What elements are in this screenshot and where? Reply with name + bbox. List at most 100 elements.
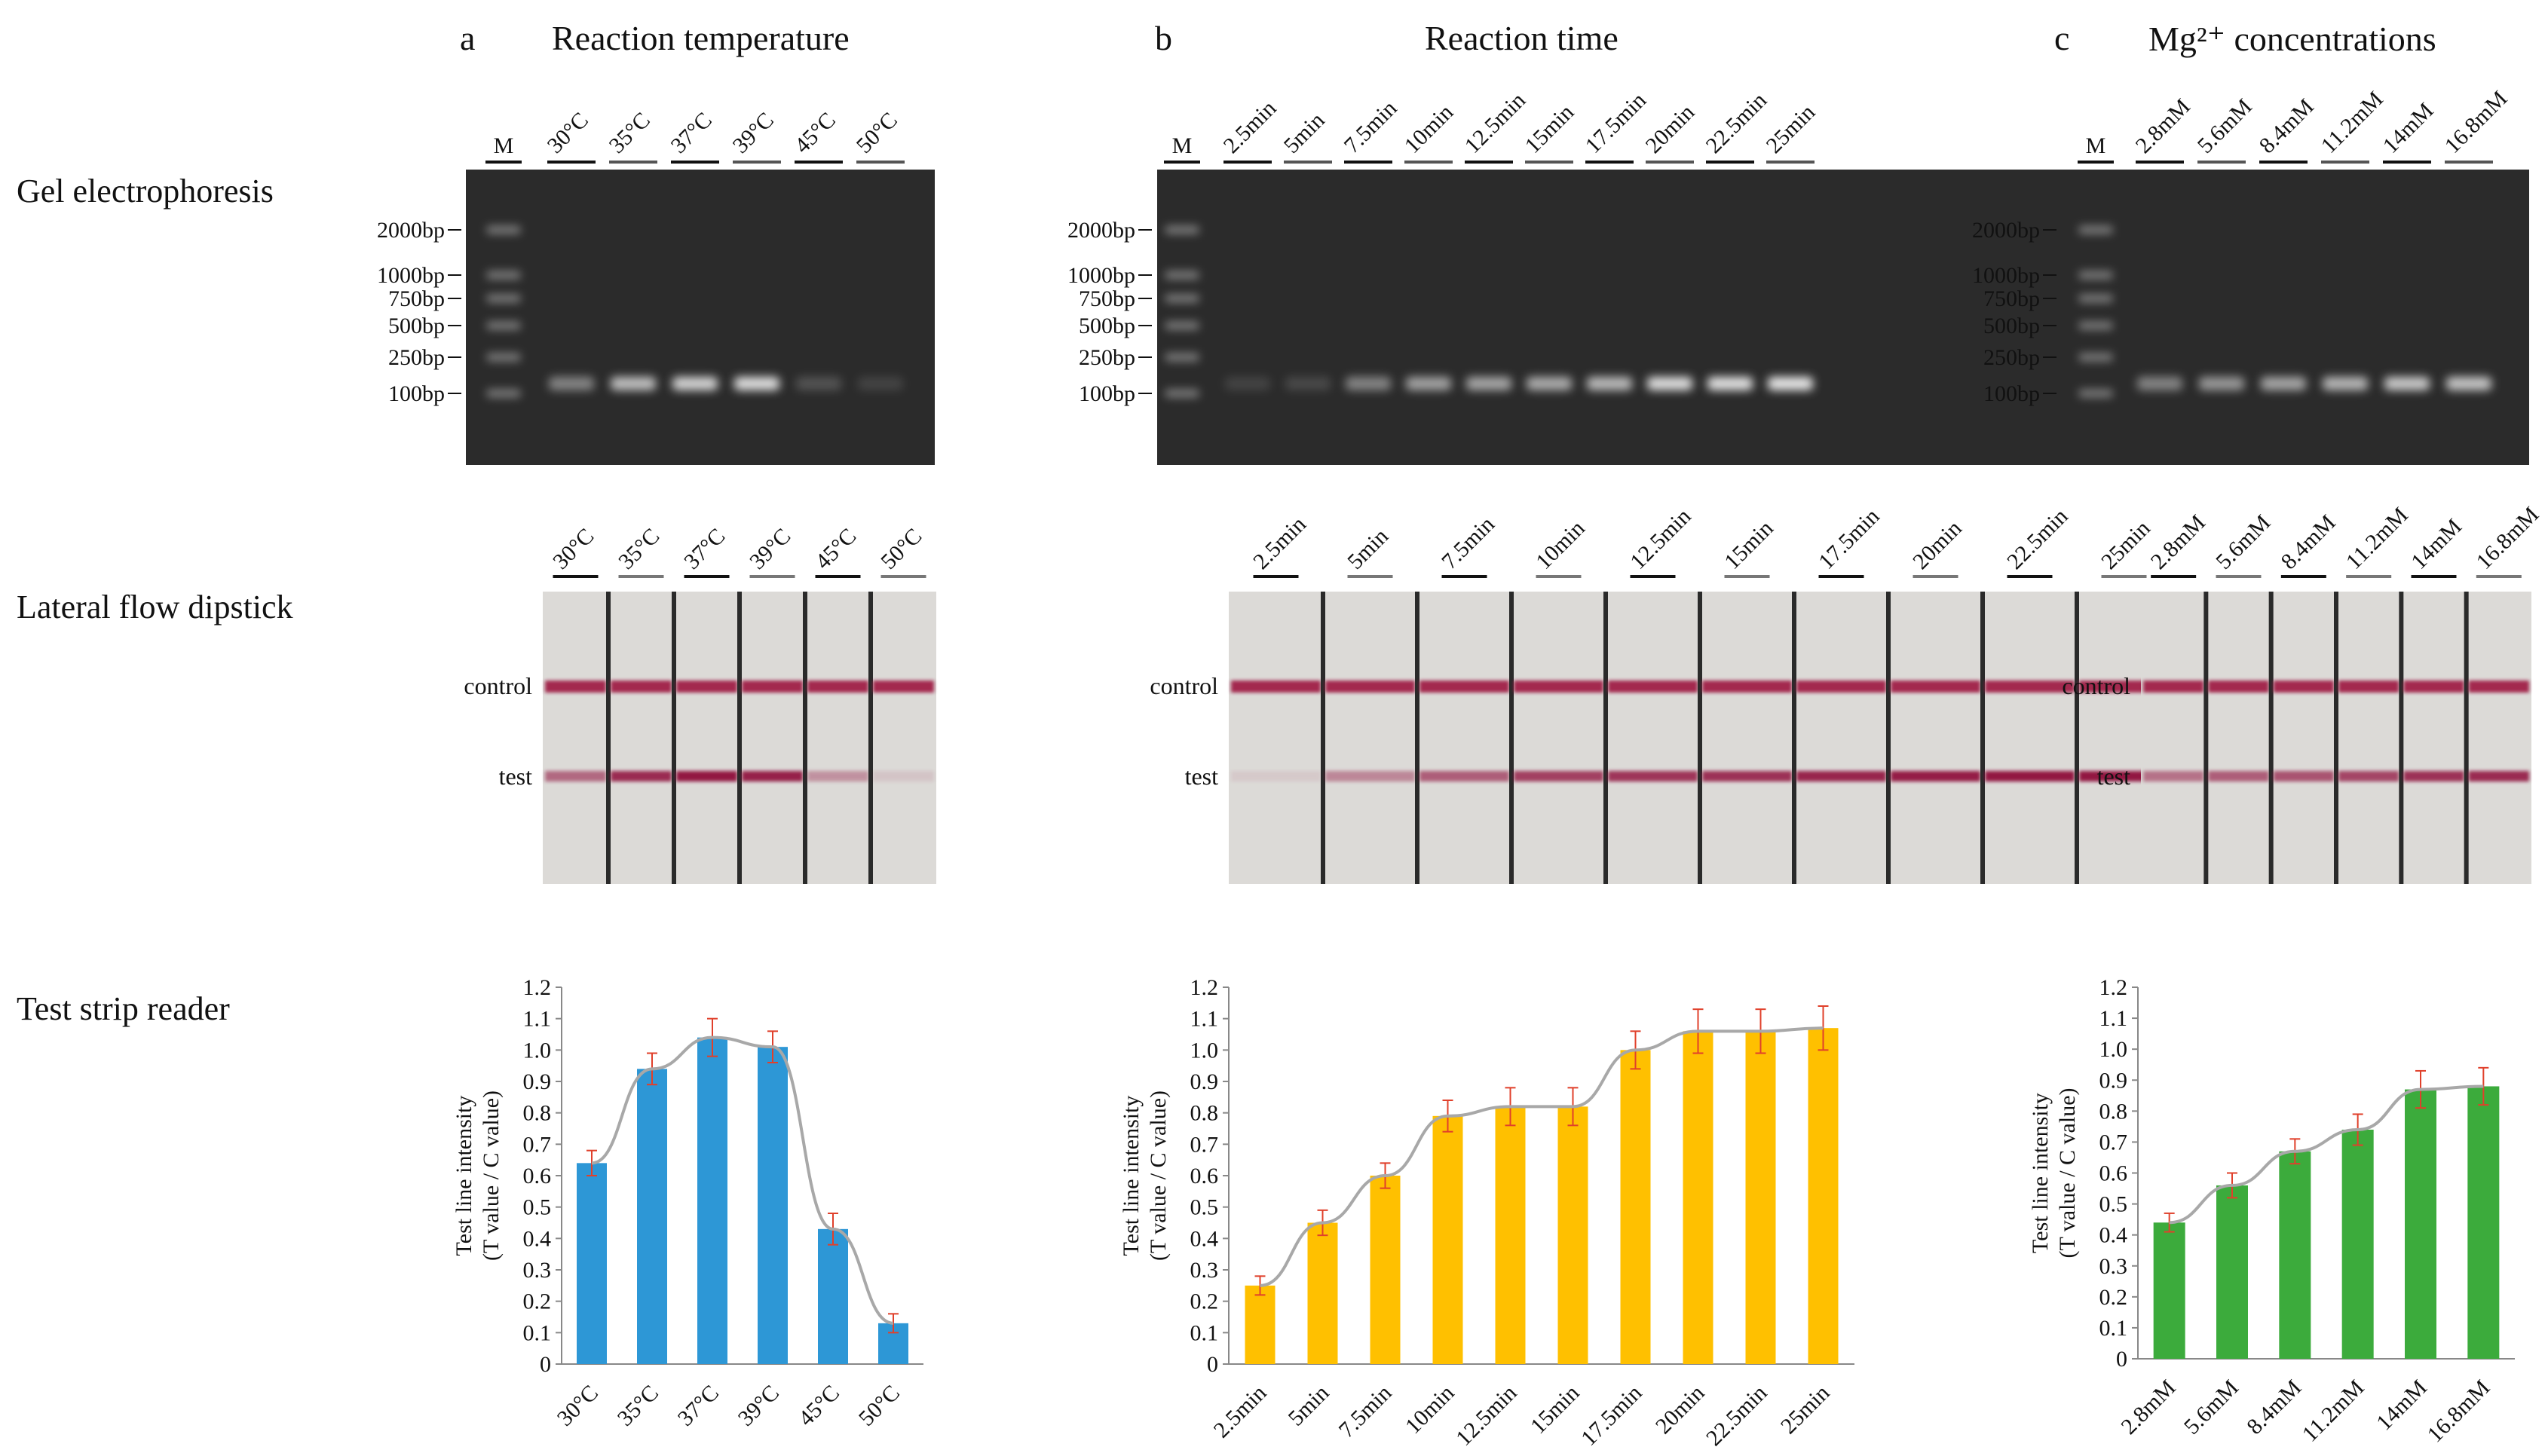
y-axis-label: Test line intensity bbox=[452, 1096, 476, 1256]
y-tick-label: 1.2 bbox=[523, 975, 552, 1000]
lane-underline bbox=[1344, 161, 1392, 164]
x-tick-label: 30°C bbox=[553, 1381, 603, 1431]
lfd-test-line bbox=[1985, 771, 2075, 782]
gel-image bbox=[466, 170, 935, 465]
gel-band bbox=[1225, 377, 1270, 390]
lfd-control-line bbox=[1796, 681, 1886, 693]
y-tick-label: 1.2 bbox=[2099, 975, 2128, 1000]
y-tick-label: 0.6 bbox=[523, 1164, 552, 1188]
lfd-lane-label: 2.8mM bbox=[2146, 510, 2210, 574]
y-tick-label: 0 bbox=[2116, 1347, 2127, 1372]
y-tick-label: 0.4 bbox=[2099, 1223, 2128, 1248]
lane-underline bbox=[2078, 161, 2114, 164]
gel-lane-label: 30°C bbox=[543, 108, 593, 158]
lfd-control-line bbox=[1419, 681, 1509, 693]
y-axis-label-units: (T value / C value) bbox=[479, 1090, 504, 1261]
lane-underline bbox=[2259, 161, 2308, 164]
y-axis-label-units: (T value / C value) bbox=[2055, 1087, 2080, 1258]
bar bbox=[758, 1047, 788, 1364]
strip-divider bbox=[1886, 592, 1891, 884]
lfd-test-line bbox=[742, 771, 803, 782]
lfd-lane-label: 22.5min bbox=[2002, 503, 2072, 574]
lfd-control-line bbox=[611, 681, 672, 693]
lfd-test-label: test bbox=[1185, 763, 1219, 790]
y-axis-label-units: (T value / C value) bbox=[1146, 1090, 1171, 1261]
bar bbox=[697, 1037, 727, 1364]
lfd-lane-label: 50°C bbox=[876, 524, 926, 574]
lfd-control-label: control bbox=[464, 672, 532, 699]
lfd-control-line bbox=[1514, 681, 1603, 693]
row-label-gel: Gel electrophoresis bbox=[17, 173, 274, 210]
bar bbox=[818, 1228, 848, 1364]
lfd-lane-label: 12.5min bbox=[1625, 503, 1695, 574]
y-tick-label: 0.8 bbox=[523, 1101, 552, 1126]
ladder-band bbox=[1165, 295, 1199, 302]
lane-underline bbox=[1536, 575, 1582, 578]
bar bbox=[637, 1069, 667, 1364]
y-tick-label: 0.7 bbox=[1190, 1132, 1219, 1157]
row-label-reader: Test strip reader bbox=[17, 990, 230, 1027]
lfd-test-line bbox=[2338, 771, 2399, 782]
gel-lane-label: 5min bbox=[1279, 108, 1330, 158]
y-tick-label: 0.2 bbox=[523, 1289, 552, 1314]
lfd-test-line bbox=[1796, 771, 1886, 782]
trend-line bbox=[1260, 1026, 1824, 1287]
gel-image bbox=[1157, 170, 2167, 465]
lane-underline bbox=[547, 161, 596, 164]
ladder-band bbox=[487, 322, 520, 329]
strip-divider bbox=[2464, 592, 2469, 884]
lfd-lane-label: 16.8mM bbox=[2471, 502, 2543, 574]
lane-underline bbox=[2197, 161, 2246, 164]
lane-underline bbox=[1646, 161, 1694, 164]
x-tick-label: 2.8mM bbox=[2116, 1375, 2180, 1439]
lfd-control-line bbox=[1608, 681, 1698, 693]
y-tick-label: 1.1 bbox=[523, 1007, 552, 1032]
lfd-lane-label: 7.5min bbox=[1437, 512, 1499, 574]
panel-a-title: Reaction temperature bbox=[552, 19, 850, 57]
bar bbox=[1808, 1028, 1839, 1364]
ladder-band bbox=[2079, 295, 2112, 302]
ladder-label: 100bp bbox=[1079, 381, 1135, 406]
strip-divider bbox=[1698, 592, 1702, 884]
lfd-control-line bbox=[2468, 681, 2529, 693]
lfd-lane-label: 11.2mM bbox=[2341, 503, 2413, 574]
bar bbox=[2405, 1089, 2436, 1359]
lfd-control-line bbox=[1325, 681, 1415, 693]
lane-underline bbox=[618, 575, 664, 578]
lfd-lane-label: 39°C bbox=[745, 524, 795, 574]
lfd-control-line bbox=[1702, 681, 1792, 693]
ladder-label: 2000bp bbox=[1972, 218, 2040, 243]
strip-divider bbox=[803, 592, 807, 884]
strip-divider bbox=[737, 592, 742, 884]
x-tick-label: 45°C bbox=[794, 1381, 844, 1431]
y-tick-label: 0.3 bbox=[523, 1258, 552, 1283]
lane-underline bbox=[485, 161, 522, 164]
x-tick-label: 22.5min bbox=[1701, 1381, 1772, 1451]
lane-underline bbox=[2216, 575, 2262, 578]
lane-underline bbox=[1818, 575, 1864, 578]
ladder-label: 250bp bbox=[388, 345, 445, 370]
y-tick-label: 0.8 bbox=[2099, 1099, 2128, 1124]
lane-underline bbox=[2346, 575, 2392, 578]
lane-underline bbox=[553, 575, 599, 578]
ladder-label: 750bp bbox=[1983, 286, 2040, 311]
gel-band bbox=[1707, 377, 1753, 390]
lane-underline bbox=[2101, 575, 2147, 578]
lane-underline bbox=[749, 575, 795, 578]
lfd-lane-label: 25min bbox=[2096, 515, 2155, 574]
lfd-lane-label: 8.4mM bbox=[2276, 510, 2340, 574]
ladder-label: 250bp bbox=[1079, 345, 1135, 370]
gel-band bbox=[2446, 377, 2491, 390]
lfd-lane-label: 45°C bbox=[810, 524, 861, 574]
y-tick-label: 0.9 bbox=[2099, 1068, 2128, 1093]
lfd-test-line bbox=[2468, 771, 2529, 782]
lfd-test-line bbox=[807, 771, 868, 782]
lfd-test-line bbox=[676, 771, 737, 782]
bar bbox=[1495, 1106, 1526, 1364]
y-tick-label: 0.4 bbox=[523, 1226, 552, 1251]
gel-lane-label: 16.8mM bbox=[2440, 86, 2513, 158]
y-tick-label: 0 bbox=[540, 1352, 551, 1377]
lfd-test-label: test bbox=[499, 763, 533, 790]
gel-lane-label: 15min bbox=[1521, 99, 1579, 158]
